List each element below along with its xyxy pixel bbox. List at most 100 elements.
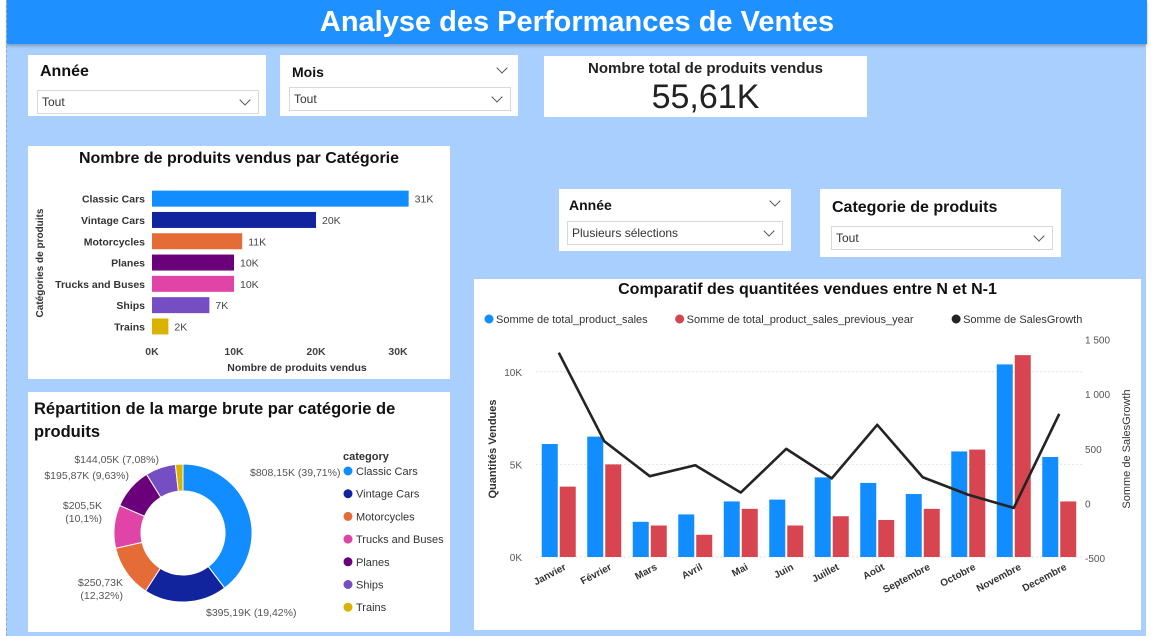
y-axis-label: Catégories de produits [35, 208, 46, 317]
slicer-annee-2-value: Plusieurs sélections [572, 226, 679, 240]
combo-legend-item: Somme de total_product_sales [496, 314, 648, 326]
slicer-annee-dropdown[interactable]: Tout [37, 90, 259, 114]
legend-marker [343, 511, 353, 521]
slicer-mois-value: Tout [294, 92, 317, 106]
category-label: Trains [114, 321, 145, 333]
sales-growth-line [557, 352, 1061, 510]
y2-tick-label: 1 000 [1085, 390, 1110, 401]
x-tick-label: Février [579, 562, 614, 587]
legend-marker [343, 489, 353, 499]
page-title: Analyse des Performances de Ventes [7, 0, 1147, 44]
category-bar [152, 190, 409, 207]
category-chart-title: Nombre de produits vendus par Catégorie [78, 150, 400, 167]
x-tick-label: 20K [306, 346, 326, 358]
donut-legend-title: category [343, 451, 390, 463]
x-tick-label: Juin [772, 562, 795, 581]
sales-bar [905, 494, 922, 557]
x-tick-label: Septembre [881, 562, 932, 596]
chevron-down-icon [491, 91, 503, 103]
kpi-card: Nombre total de produits vendus 55,61K [544, 56, 867, 117]
donut-data-label: $250,73K (12,32%) [78, 577, 123, 602]
sales-bar [996, 364, 1013, 557]
category-label: Ships [116, 300, 145, 312]
legend-marker [951, 314, 961, 324]
category-bar [152, 275, 234, 292]
combo-chart-svg: Somme de total_product_sales Somme de tot… [484, 314, 1133, 596]
x-tick-label: Mars [633, 562, 659, 583]
x-tick-label: Octobre [939, 562, 978, 590]
slicer-mois-dropdown[interactable]: Tout [289, 87, 511, 111]
donut-data-label-line: $808,15K (39,71%) [250, 467, 340, 479]
y2-tick-label: 0 [1085, 500, 1091, 511]
y-tick-label: 0K [510, 553, 523, 564]
donut-data-label-line: $144,05K (7,08%) [74, 454, 159, 466]
category-bar [152, 211, 316, 228]
donut-data-label-line: (10,1%) [65, 513, 102, 525]
previous-year-bar [832, 516, 849, 557]
category-label: Vintage Cars [81, 215, 145, 227]
chevron-down-icon [763, 225, 775, 237]
sales-bar [769, 499, 786, 557]
donut-legend-item: Ships [356, 580, 384, 592]
x-tick-label: Avril [680, 562, 705, 582]
y-tick-label: 10K [504, 368, 522, 379]
category-chart-svg: Classic Cars 31K Vintage Cars 20K Motorcycle… [35, 190, 434, 374]
legend-marker [343, 602, 353, 612]
previous-year-bar [605, 464, 622, 557]
x-tick-label: Novembre [975, 562, 1024, 595]
slicer-categorie-dropdown[interactable]: Tout [831, 226, 1053, 250]
category-data-label: 10K [240, 279, 259, 291]
x-tick-label: Janvier [532, 562, 568, 588]
category-label: Motorcycles [84, 236, 145, 248]
slicer-annee-2[interactable]: Année Plusieurs sélections [559, 189, 791, 251]
donut-legend-item: Classic Cars [356, 466, 418, 478]
donut-data-label-line: $395,19K (19,42%) [206, 607, 296, 619]
previous-year-bar [696, 534, 713, 557]
donut-data-label: $205,5K (10,1%) [63, 500, 102, 525]
category-label: Classic Cars [82, 194, 145, 206]
margin-donut-chart: Répartition de la marge brute par catégo… [28, 392, 450, 632]
donut-data-label-line: $205,5K [63, 500, 102, 512]
donut-legend-item: Trains [356, 602, 387, 614]
legend-marker [343, 580, 353, 589]
previous-year-bar [1014, 355, 1031, 557]
slicer-annee-2-label: Année [569, 197, 612, 213]
slicer-mois[interactable]: Mois Tout [280, 55, 518, 116]
slicer-annee-value: Tout [42, 95, 65, 109]
kpi-label: Nombre total de produits vendus [587, 60, 824, 77]
chevron-down-icon[interactable] [769, 195, 781, 207]
donut-data-label-line: (12,32%) [80, 590, 123, 602]
chevron-down-icon [239, 94, 251, 106]
category-data-label: 2K [174, 321, 187, 333]
slicer-categorie[interactable]: Categorie de produits Tout [820, 189, 1061, 257]
sales-bar [678, 514, 695, 557]
sales-bar [814, 477, 831, 557]
donut-legend-item: Trucks and Buses [356, 534, 444, 546]
x-axis-label: Nombre de produits vendus [227, 362, 367, 374]
donut-legend-item: Motorcycles [356, 511, 415, 523]
category-data-label: 31K [415, 194, 434, 206]
category-bar [152, 318, 169, 335]
sales-bar [951, 451, 968, 557]
legend-marker [343, 534, 353, 544]
slicer-annee-2-dropdown[interactable]: Plusieurs sélections [567, 221, 783, 245]
donut-chart-title: Répartition de la marge brute par catégo… [34, 400, 396, 441]
donut-data-label: $808,15K (39,71%) [250, 467, 340, 479]
monthly-combo-chart: Comparatif des quantitées vendues entre … [474, 279, 1141, 630]
category-label: Planes [111, 258, 145, 270]
category-bar [152, 233, 243, 250]
previous-year-bar [1060, 501, 1077, 557]
donut-slice [182, 463, 253, 589]
sales-bar [632, 521, 649, 557]
chevron-down-icon[interactable] [496, 62, 508, 74]
previous-year-bar [923, 508, 940, 557]
donut-chart-svg: $808,15K (39,71%) $395,19K (19,42%) $250,7… [44, 451, 444, 619]
y2-axis-label: Somme de SalesGrowth [1121, 389, 1133, 508]
category-data-label: 7K [215, 300, 228, 312]
y-tick-label: 5K [510, 460, 523, 471]
previous-year-bar [969, 449, 986, 557]
slicer-annee[interactable]: Année Tout [28, 55, 266, 116]
x-tick-label: 30K [388, 346, 408, 358]
legend-marker [343, 466, 353, 476]
legend-marker [484, 314, 494, 324]
